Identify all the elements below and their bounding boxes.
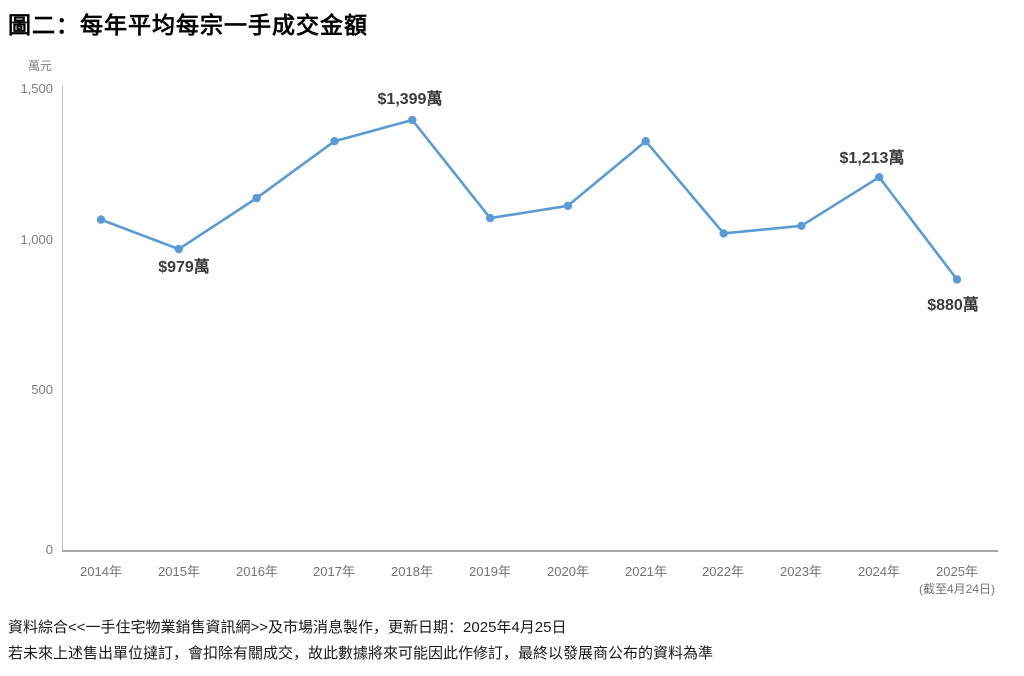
y-tick-label-1500: 1,500 [20, 81, 53, 96]
x-tick-label-2019: 2019年 [469, 564, 511, 579]
y-tick-label-0: 0 [45, 542, 53, 557]
footnote-line-2: 若未來上述售出單位撻訂，會扣除有關成交，故此數據將來可能因此作修訂，最終以發展商… [8, 645, 714, 662]
x-tick-label-2024: 2024年 [858, 564, 900, 579]
x-tick-label-2023: 2023年 [780, 564, 822, 579]
x-tick-label-2015: 2015年 [158, 564, 200, 579]
source-footnotes: 資料綜合<<一手住宅物業銷售資訊網>>及市場消息製作，更新日期：2025年4月2… [8, 615, 713, 667]
y-tick-label-500: 500 [31, 382, 53, 397]
x-tick-label-2025: 2025年 [936, 564, 978, 579]
x-tick-label-2018: 2018年 [391, 564, 433, 579]
x-tick-label-2021: 2021年 [625, 564, 667, 579]
x-tick-label-2014: 2014年 [80, 564, 122, 579]
y-axis-line [62, 86, 63, 551]
x-tick-label-2017: 2017年 [313, 564, 355, 579]
data-label-2018: $1,399萬 [377, 91, 443, 108]
data-label-2025: $880萬 [927, 297, 979, 314]
x-axis-line [62, 550, 998, 552]
data-label-2024: $1,213萬 [839, 150, 905, 167]
footnote-line-1: 資料綜合<<一手住宅物業銷售資訊網>>及市場消息製作，更新日期：2025年4月2… [8, 619, 567, 636]
x-tick-label-2016: 2016年 [236, 564, 278, 579]
data-label-2015: $979萬 [158, 259, 210, 276]
x-tick-label-2022: 2022年 [702, 564, 744, 579]
x-axis-cutoff-note: (截至4月24日) [918, 582, 995, 596]
chart-title: 圖二：每年平均每宗一手成交金額 [8, 12, 368, 38]
y-tick-label-1000: 1,000 [20, 232, 53, 247]
x-tick-label-2020: 2020年 [547, 564, 589, 579]
y-axis-unit-label: 萬元 [27, 59, 52, 73]
